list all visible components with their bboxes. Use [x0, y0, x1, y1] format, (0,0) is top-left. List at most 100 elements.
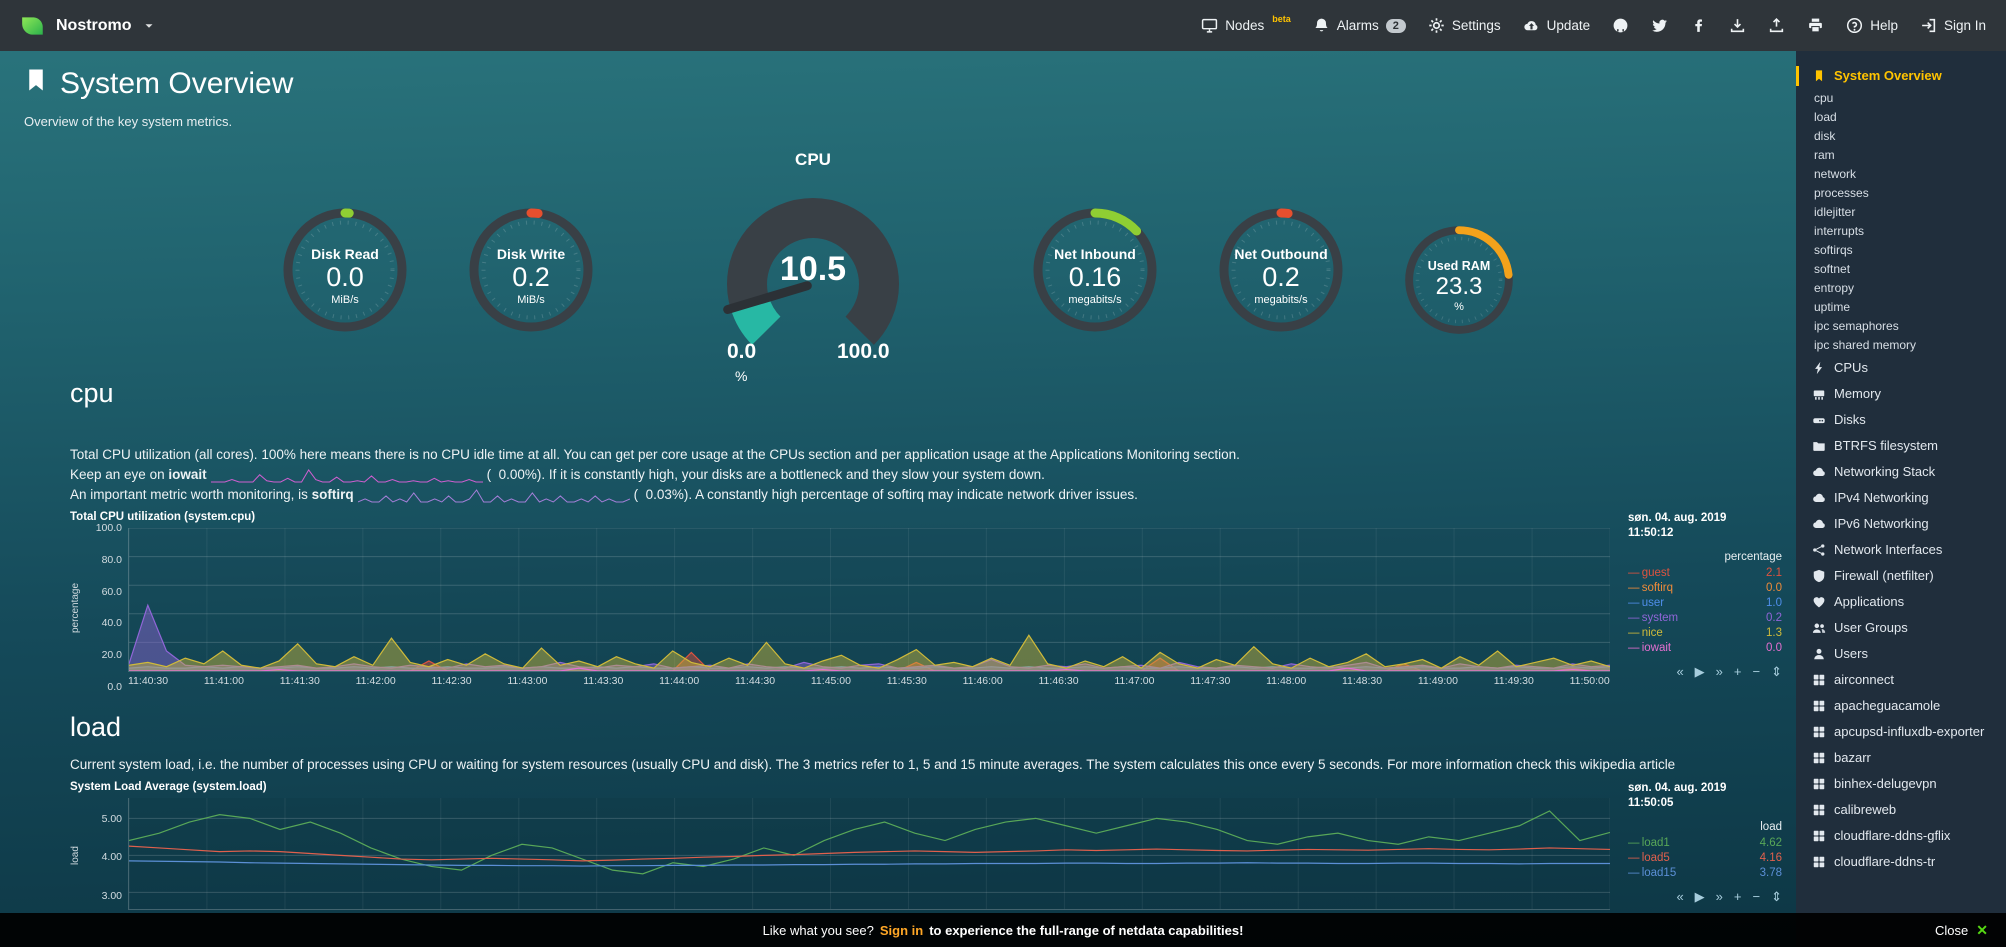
- legend-item-user[interactable]: — user 1.0: [1628, 597, 1782, 609]
- sidebar-subitem-ipc-semaphores[interactable]: ipc semaphores: [1814, 319, 1899, 333]
- sidebar-subitem-entropy[interactable]: entropy: [1814, 281, 1855, 295]
- sidebar-subitem-softirqs[interactable]: softirqs: [1814, 243, 1853, 257]
- sidebar-item-apacheguacamole[interactable]: apacheguacamole: [1796, 693, 2006, 719]
- sidebar-subitem-interrupts[interactable]: interrupts: [1814, 224, 1865, 238]
- sign-in-button[interactable]: Sign In: [1920, 17, 1986, 34]
- twitter-button[interactable]: [1651, 17, 1668, 34]
- sidebar-item-system-overview[interactable]: System Overview: [1796, 63, 2006, 89]
- sidebar-item-ipv4-networking[interactable]: IPv4 Networking: [1796, 485, 2006, 511]
- sidebar-item-ipv6-networking[interactable]: IPv6 Networking: [1796, 511, 2006, 537]
- banner-close-button[interactable]: Close ✕: [1935, 921, 1988, 938]
- nodes-button[interactable]: Nodes beta: [1201, 14, 1291, 34]
- legend-units-header: load: [1760, 821, 1782, 833]
- pan-forward-icon[interactable]: »: [1715, 664, 1723, 679]
- legend-item-nice[interactable]: — nice 1.3: [1628, 627, 1782, 639]
- sidebar-subitem-uptime[interactable]: uptime: [1814, 300, 1851, 314]
- chevron-down-icon: [142, 19, 156, 33]
- question-circle-icon: [1846, 17, 1863, 34]
- sidebar-item-binhex-delugevpn[interactable]: binhex-delugevpn: [1796, 771, 2006, 797]
- update-button[interactable]: Update: [1523, 17, 1590, 34]
- sidebar-item-users[interactable]: Users: [1796, 641, 2006, 667]
- gauge-min: 0.0: [727, 340, 757, 363]
- gauge-net-inbound[interactable]: Net Inbound 0.16 megabits/s: [1031, 206, 1159, 334]
- resize-icon[interactable]: ⇕: [1771, 664, 1782, 679]
- sidebar-subitem-ipc-shared-memory[interactable]: ipc shared memory: [1814, 338, 1917, 352]
- play-icon[interactable]: ▶: [1694, 664, 1705, 679]
- chart-plot-area[interactable]: [128, 798, 1610, 910]
- legend-item-load5[interactable]: — load5 4.16: [1628, 852, 1782, 864]
- legend-item-load15[interactable]: — load15 3.78: [1628, 867, 1782, 879]
- sidebar: System Overview cpu load disk ram network proc…: [1796, 51, 2006, 947]
- chart-plot-area[interactable]: [128, 528, 1610, 672]
- iowait-sparkline[interactable]: [211, 468, 483, 483]
- sidebar-subitem-disk[interactable]: disk: [1814, 129, 1836, 143]
- grid-icon: [1812, 751, 1826, 765]
- banner-text-post: to experience the full-range of netdata …: [929, 922, 1244, 938]
- zoom-in-icon[interactable]: +: [1733, 889, 1742, 904]
- legend-item-iowait[interactable]: — iowait 0.0: [1628, 642, 1782, 654]
- y-tick-label: 3.00: [101, 889, 122, 902]
- zoom-out-icon[interactable]: −: [1752, 664, 1761, 679]
- import-snapshot-button[interactable]: [1768, 17, 1785, 34]
- softirq-sparkline[interactable]: [358, 488, 630, 503]
- legend-item-guest[interactable]: — guest 2.1: [1628, 567, 1782, 579]
- sidebar-subitem-network[interactable]: network: [1814, 167, 1857, 181]
- sidebar-item-btrfs-filesystem[interactable]: BTRFS filesystem: [1796, 433, 2006, 459]
- legend-item-softirq[interactable]: — softirq 0.0: [1628, 582, 1782, 594]
- sidebar-item-label: Memory: [1834, 386, 1881, 401]
- legend-item-system[interactable]: — system 0.2: [1628, 612, 1782, 624]
- resize-icon[interactable]: ⇕: [1771, 889, 1782, 904]
- sidebar-item-user-groups[interactable]: User Groups: [1796, 615, 2006, 641]
- sidebar-item-cpus[interactable]: CPUs: [1796, 355, 2006, 381]
- gauge-ring: [283, 208, 407, 332]
- gauge-value: 10.5: [779, 250, 847, 288]
- sidebar-item-memory[interactable]: Memory: [1796, 381, 2006, 407]
- node-selector[interactable]: Nostromo: [20, 13, 156, 39]
- sidebar-subitem-ram[interactable]: ram: [1814, 148, 1835, 162]
- print-button[interactable]: [1807, 17, 1824, 34]
- sidebar-item-disks[interactable]: Disks: [1796, 407, 2006, 433]
- pan-backward-icon[interactable]: «: [1676, 664, 1684, 679]
- sidebar-subitem-load[interactable]: load: [1814, 110, 1837, 124]
- sidebar-item-airconnect[interactable]: airconnect: [1796, 667, 2006, 693]
- help-button[interactable]: Help: [1846, 17, 1898, 34]
- zoom-in-icon[interactable]: +: [1733, 664, 1742, 679]
- sidebar-item-apcupsd-influxdb-exporter[interactable]: apcupsd-influxdb-exporter: [1796, 719, 2006, 745]
- network-icon: [1812, 543, 1826, 557]
- settings-button[interactable]: Settings: [1428, 17, 1501, 34]
- sidebar-item-firewall-netfilter[interactable]: Firewall (netfilter): [1796, 563, 2006, 589]
- gauge-disk-write[interactable]: Disk Write 0.2 MiB/s: [467, 206, 595, 334]
- gauge-cpu[interactable]: CPU 10.5 0.0 100.0%: [653, 150, 973, 386]
- sidebar-item-cloudflare-ddns-gflix[interactable]: cloudflare-ddns-gflix: [1796, 823, 2006, 849]
- sidebar-item-applications[interactable]: Applications: [1796, 589, 2006, 615]
- load-section-heading[interactable]: load: [70, 712, 122, 742]
- facebook-button[interactable]: [1690, 17, 1707, 34]
- banner-sign-in-link[interactable]: Sign in: [879, 922, 924, 938]
- x-tick-label: 11:48:00: [1266, 675, 1307, 687]
- y-tick-label: 60.0: [101, 585, 122, 598]
- github-button[interactable]: [1612, 17, 1629, 34]
- sidebar-subitem-cpu[interactable]: cpu: [1814, 91, 1834, 105]
- gauge-net-outbound[interactable]: Net Outbound 0.2 megabits/s: [1217, 206, 1345, 334]
- legend-time: 11:50:05: [1628, 797, 1674, 809]
- play-icon[interactable]: ▶: [1694, 889, 1705, 904]
- cpu-section-heading[interactable]: cpu: [70, 378, 114, 408]
- pan-backward-icon[interactable]: «: [1676, 889, 1684, 904]
- sidebar-item-bazarr[interactable]: bazarr: [1796, 745, 2006, 771]
- sidebar-subitem-idlejitter[interactable]: idlejitter: [1814, 205, 1856, 219]
- zoom-out-icon[interactable]: −: [1752, 889, 1761, 904]
- sidebar-item-cloudflare-ddns-tr[interactable]: cloudflare-ddns-tr: [1796, 849, 2006, 875]
- sidebar-subitem-softnet[interactable]: softnet: [1814, 262, 1851, 276]
- sidebar-item-calibreweb[interactable]: calibreweb: [1796, 797, 2006, 823]
- sidebar-item-networking-stack[interactable]: Networking Stack: [1796, 459, 2006, 485]
- legend-date: søn. 04. aug. 2019: [1628, 512, 1727, 524]
- gauge-disk-read[interactable]: Disk Read 0.0 MiB/s: [281, 206, 409, 334]
- sidebar-item-label: Network Interfaces: [1834, 542, 1943, 557]
- export-snapshot-button[interactable]: [1729, 17, 1746, 34]
- sidebar-subitem-processes[interactable]: processes: [1814, 186, 1869, 200]
- legend-item-load1[interactable]: — load1 4.62: [1628, 837, 1782, 849]
- gauge-used-ram[interactable]: Used RAM 23.3%: [1403, 224, 1515, 336]
- pan-forward-icon[interactable]: »: [1715, 889, 1723, 904]
- alarms-button[interactable]: Alarms 2: [1313, 17, 1406, 34]
- sidebar-item-network-interfaces[interactable]: Network Interfaces: [1796, 537, 2006, 563]
